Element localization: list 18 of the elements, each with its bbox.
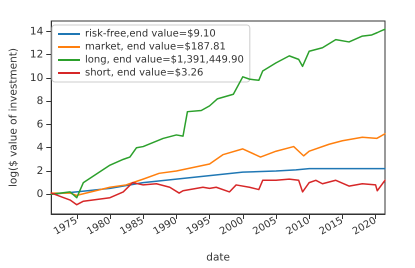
y-tick-label: 10: [30, 72, 44, 84]
legend-label: risk-free,end value=$9.10: [85, 28, 216, 40]
y-tick-label: 12: [30, 48, 44, 61]
legend-label: market, end value=$187.81: [85, 42, 226, 52]
line-series: [50, 178, 386, 206]
line-series: [50, 168, 386, 195]
legend-label: short, end value=$3.26: [85, 68, 204, 78]
y-axis-title: log($ value of investment): [8, 48, 20, 187]
y-tick-label: 6: [36, 118, 44, 130]
y-tick-label: 4: [36, 142, 44, 154]
line-series: [50, 133, 386, 196]
line-series: [50, 28, 386, 198]
y-tick-label: 14: [30, 25, 44, 38]
y-tick-label: 0: [36, 188, 44, 200]
y-tick-label: 8: [36, 95, 44, 108]
x-axis-title: date: [206, 252, 230, 264]
y-tick-label: 2: [36, 164, 44, 177]
legend-label: long, end value=$1,391,449.90: [85, 54, 244, 66]
